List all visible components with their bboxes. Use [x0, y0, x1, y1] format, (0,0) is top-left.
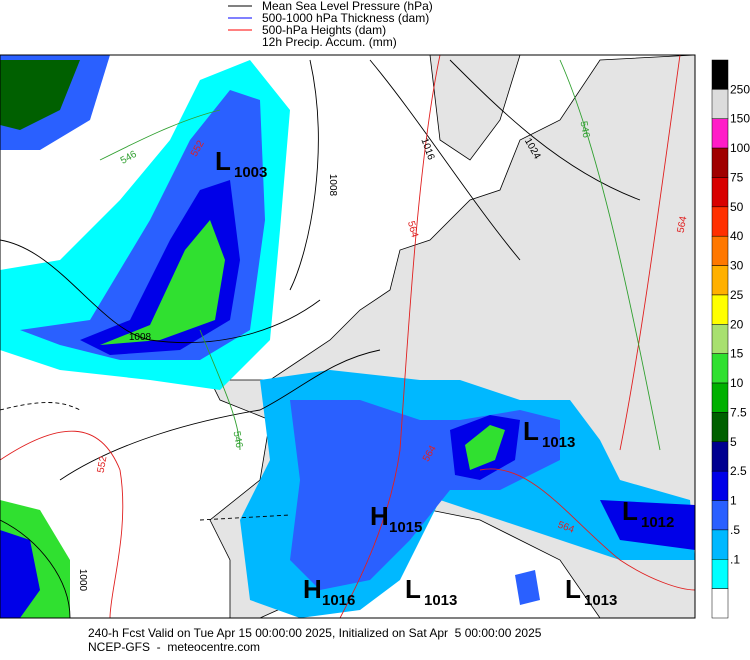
legend-label: 12h Precip. Accum. (mm)	[262, 35, 397, 49]
colorbar-label: 20	[730, 317, 744, 331]
colorbar-label: 30	[730, 259, 744, 273]
colorbar-swatch	[711, 177, 729, 208]
colorbar-swatch	[711, 588, 729, 619]
colorbar-swatch	[711, 118, 729, 149]
legend: Mean Sea Level Pressure (hPa)500-1000 hP…	[228, 0, 433, 49]
footer-line: NCEP-GFS - meteocentre.com	[88, 640, 260, 654]
legend-label: 500-hPa Heights (dam)	[262, 23, 386, 37]
pressure-value: 1003	[234, 164, 267, 181]
colorbar-swatch	[711, 89, 729, 119]
colorbar-swatch	[711, 412, 729, 443]
map-frame	[0, 54, 696, 619]
colorbar-swatch	[711, 235, 729, 266]
colorbar-swatch	[711, 265, 729, 296]
pressure-value: 1015	[389, 519, 422, 536]
pressure-letter: L	[405, 574, 421, 604]
contour-label: 1008	[129, 332, 152, 343]
contour-label: 564	[676, 215, 690, 234]
colorbar-swatch	[711, 206, 729, 237]
colorbar-label: 10	[730, 376, 744, 390]
pressure-letter: L	[215, 146, 231, 176]
colorbar-label: 50	[730, 200, 744, 214]
pressure-value: 1013	[424, 592, 457, 609]
pressure-value: 1016	[322, 592, 355, 609]
colorbar-label: 15	[730, 347, 744, 361]
colorbar-label: 150	[730, 112, 750, 126]
colorbar-swatch	[711, 353, 729, 384]
colorbar-label: 250	[730, 82, 750, 96]
colorbar-label: .5	[730, 523, 740, 537]
legend-label: Mean Sea Level Pressure (hPa)	[262, 0, 433, 13]
pressure-value: 1013	[584, 592, 617, 609]
colorbar-label: 40	[730, 229, 744, 243]
colorbar-swatch	[711, 559, 729, 589]
colorbar-label: 75	[730, 170, 744, 184]
pressure-letter: H	[370, 501, 389, 531]
colorbar-swatch	[711, 529, 729, 560]
colorbar-swatch	[711, 59, 729, 90]
pressure-letter: L	[622, 496, 638, 526]
colorbar-swatch	[711, 324, 729, 354]
colorbar-label: 7.5	[730, 405, 747, 419]
colorbar-swatch	[711, 382, 729, 413]
colorbar-label: 100	[730, 141, 750, 155]
colorbar-label: 25	[730, 288, 744, 302]
colorbar-label: .1	[730, 552, 740, 566]
map	[0, 55, 695, 618]
colorbar-swatch	[711, 441, 729, 472]
contour-label: 1008	[327, 174, 338, 197]
colorbar-swatch	[711, 294, 729, 325]
footer-line: 240-h Fcst Valid on Tue Apr 15 00:00:00 …	[88, 626, 542, 640]
pressure-value: 1012	[641, 514, 674, 531]
contour-label: 564	[405, 220, 420, 239]
colorbar-label: 5	[730, 435, 737, 449]
pressure-value: 1013	[542, 434, 575, 451]
contour-label: 546	[578, 120, 592, 139]
colorbar-swatch	[711, 500, 729, 531]
colorbar-label: 1	[730, 494, 737, 508]
pressure-letter: H	[303, 574, 322, 604]
pressure-letter: L	[523, 416, 539, 446]
colorbar-label: 2.5	[730, 464, 747, 478]
pressure-letter: L	[565, 574, 581, 604]
contour-label: 546	[231, 430, 245, 449]
colorbar-swatch	[711, 470, 729, 501]
colorbar-swatch	[711, 147, 729, 178]
contour-label: 552	[96, 455, 110, 474]
contours	[0, 55, 695, 618]
legend-label: 500-1000 hPa Thickness (dam)	[262, 11, 429, 25]
colorbar: 250 150 100 75 50 40 30 25 20 15 10 7.5 5 2.5 1 .5 .1	[711, 59, 750, 619]
contour-label: 1000	[77, 569, 88, 592]
